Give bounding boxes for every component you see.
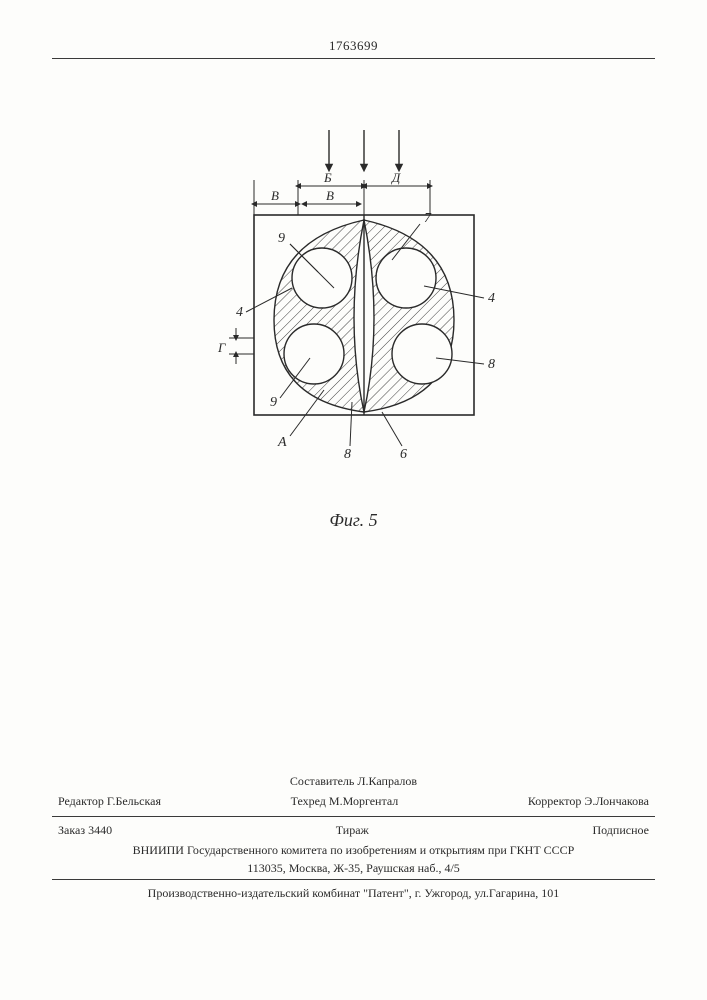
page-number: 1763699 bbox=[329, 38, 378, 54]
svg-text:7: 7 bbox=[424, 211, 432, 226]
org-line: ВНИИПИ Государственного комитета по изоб… bbox=[52, 841, 655, 859]
credits-block: Составитель Л.Капралов Редактор Г.Бельск… bbox=[52, 772, 655, 902]
figure-5: Б Д В В Г 4 9 7 4 8 9 А 8 6 bbox=[174, 120, 534, 510]
addr2-line: Производственно-издательский комбинат "П… bbox=[52, 884, 655, 902]
rule-1 bbox=[52, 816, 655, 817]
hole-bottom-left bbox=[284, 324, 344, 384]
svg-text:Г: Г bbox=[217, 340, 226, 355]
svg-text:8: 8 bbox=[344, 447, 351, 462]
figure-caption: Фиг. 5 bbox=[329, 510, 377, 531]
svg-text:9: 9 bbox=[270, 395, 277, 410]
order-line: Заказ 3440 Тираж Подписное bbox=[52, 819, 655, 841]
compiler-line: Составитель Л.Капралов bbox=[52, 772, 655, 790]
svg-text:4: 4 bbox=[488, 291, 495, 306]
staff-line: Редактор Г.Бельская Техред М.Моргентал К… bbox=[52, 792, 655, 814]
svg-text:6: 6 bbox=[400, 447, 407, 462]
rule-2 bbox=[52, 879, 655, 880]
top-rule bbox=[52, 58, 655, 59]
hole-7-top-right bbox=[376, 248, 436, 308]
svg-text:4: 4 bbox=[236, 305, 243, 320]
hole-8-bottom-right bbox=[392, 324, 452, 384]
addr1-line: 113035, Москва, Ж-35, Раушская наб., 4/5 bbox=[52, 859, 655, 877]
svg-text:8: 8 bbox=[488, 357, 495, 372]
hole-9-top-left bbox=[292, 248, 352, 308]
svg-text:9: 9 bbox=[278, 231, 285, 246]
svg-text:А: А bbox=[277, 435, 287, 450]
